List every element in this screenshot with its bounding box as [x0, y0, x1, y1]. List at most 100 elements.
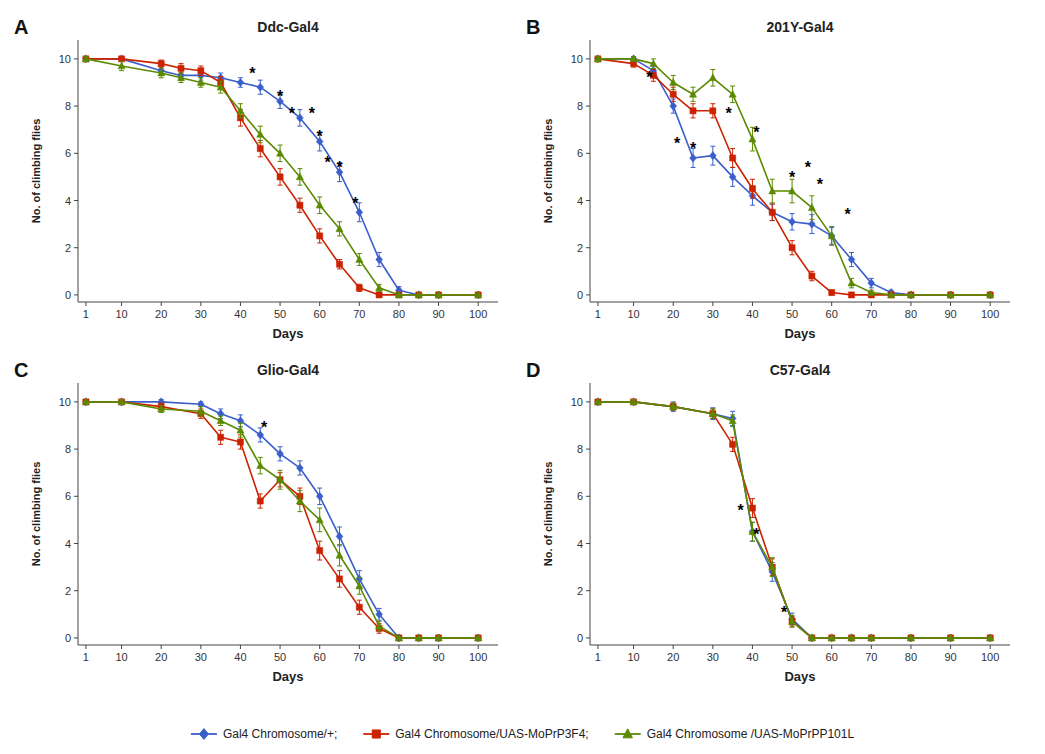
significance-star: * [249, 65, 256, 82]
marker [987, 291, 994, 298]
x-tick-label: 60 [314, 651, 326, 663]
marker [848, 634, 855, 642]
legend-marker [199, 729, 208, 740]
error-bar [849, 252, 854, 266]
x-tick-label: 100 [981, 651, 999, 663]
error-bar [317, 229, 322, 243]
y-tick [586, 590, 590, 591]
marker [218, 434, 224, 440]
marker [257, 498, 263, 504]
x-tick-label: 50 [274, 308, 286, 320]
marker [947, 291, 954, 299]
series [83, 55, 482, 299]
x-tick-label: 90 [432, 651, 444, 663]
marker [829, 635, 835, 641]
marker [789, 618, 795, 624]
y-tick-label: 4 [65, 195, 71, 207]
marker [435, 291, 442, 299]
y-tick [74, 58, 78, 59]
marker [809, 273, 815, 279]
x-tick-label: 60 [826, 308, 838, 320]
marker [475, 292, 481, 298]
marker [749, 186, 755, 192]
marker [237, 107, 244, 114]
x-tick-label: 40 [234, 651, 246, 663]
marker [316, 516, 323, 523]
marker [475, 635, 481, 641]
y-axis-label: No. of climbing flies [30, 462, 42, 567]
marker [257, 462, 264, 469]
marker [416, 635, 422, 641]
x-tick [673, 302, 674, 306]
significance-star: * [726, 105, 733, 122]
marker [356, 604, 362, 610]
marker [297, 202, 303, 208]
x-tick-label: 10 [627, 308, 639, 320]
marker [217, 417, 224, 424]
marker [336, 225, 343, 232]
y-tick [74, 449, 78, 450]
significance-star: * [737, 502, 744, 519]
error-bar [317, 541, 322, 560]
x-tick [161, 302, 162, 306]
marker [178, 65, 184, 71]
marker [868, 634, 875, 642]
y-tick [74, 401, 78, 402]
plot-area [594, 55, 993, 299]
error-bar [278, 447, 283, 461]
marker [630, 398, 637, 405]
significance-star: * [317, 128, 324, 145]
series-line [86, 59, 478, 295]
marker [237, 426, 244, 433]
y-axis-label: No. of climbing flies [542, 462, 554, 567]
y-tick-label: 2 [577, 242, 583, 254]
marker [197, 79, 204, 86]
significance-star: * [781, 604, 788, 621]
x-tick [121, 645, 122, 649]
x-tick-label: 70 [353, 308, 365, 320]
marker [376, 622, 383, 629]
error-bar [770, 204, 775, 221]
y-axis-label: No. of climbing flies [30, 119, 42, 224]
marker [595, 398, 602, 406]
marker [395, 634, 402, 641]
y-tick [74, 247, 78, 248]
series-line [86, 59, 478, 295]
error-bar [710, 146, 715, 165]
error-bar [179, 64, 184, 73]
marker [789, 218, 796, 226]
x-tick [871, 645, 872, 649]
marker [769, 209, 775, 215]
error-bar [357, 284, 362, 291]
error-bar [710, 104, 715, 118]
marker [197, 407, 204, 414]
y-axis-line [78, 40, 79, 302]
x-tick-label: 70 [865, 308, 877, 320]
x-tick-label: 80 [393, 651, 405, 663]
marker [888, 292, 894, 298]
marker [595, 399, 601, 405]
series [595, 55, 994, 299]
x-tick [871, 302, 872, 306]
series [594, 55, 993, 298]
y-tick-label: 0 [577, 289, 583, 301]
series-line [598, 402, 990, 638]
error-bar [770, 204, 775, 221]
y-tick [586, 106, 590, 107]
marker [395, 291, 402, 298]
marker [808, 634, 815, 641]
x-tick-label: 90 [944, 651, 956, 663]
marker [888, 291, 895, 298]
error-bar [377, 608, 382, 620]
x-tick-label: 1 [83, 651, 89, 663]
y-tick [74, 106, 78, 107]
x-tick [85, 302, 86, 306]
error-bar [297, 198, 302, 212]
x-tick-label: 50 [274, 651, 286, 663]
y-tick [74, 153, 78, 154]
x-tick [319, 302, 320, 306]
series-line [86, 402, 478, 638]
series-line [598, 59, 990, 295]
marker [650, 60, 657, 67]
marker [670, 79, 677, 86]
